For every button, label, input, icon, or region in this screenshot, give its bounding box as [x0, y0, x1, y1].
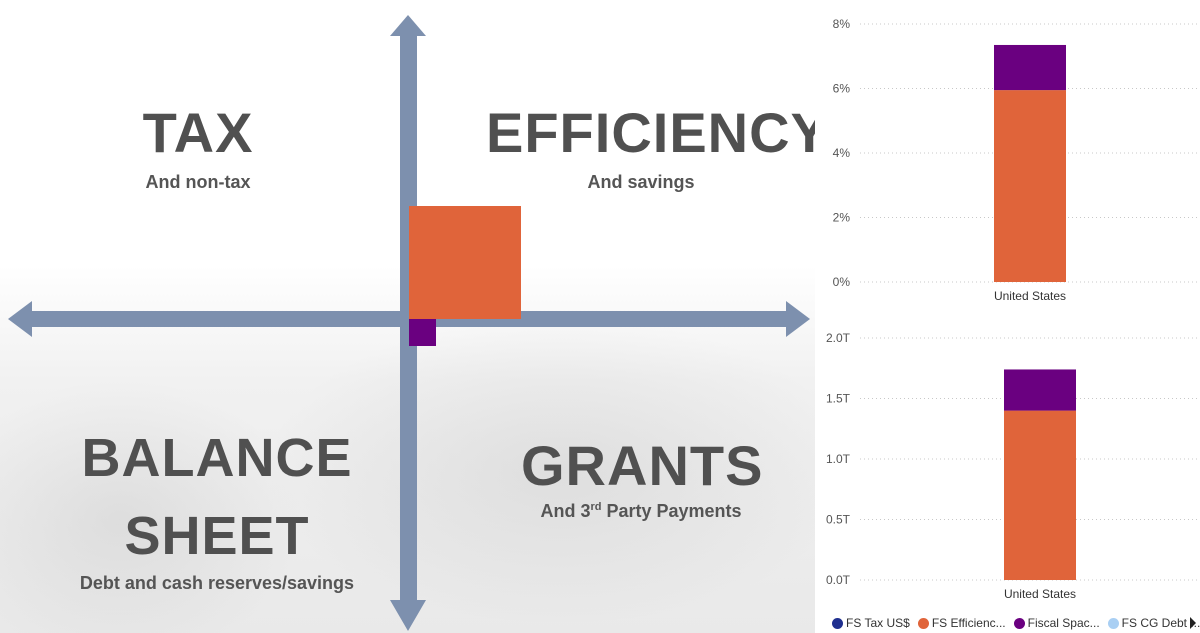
bar-segment[interactable] [994, 44, 1066, 91]
legend-label: FS Tax US$ [846, 616, 910, 630]
bar-segment[interactable] [1004, 369, 1076, 411]
legend-item[interactable]: FS Efficienc... [917, 616, 1006, 630]
chart-panel: 0% 2% 4% 6% 8% United States 0.0T 0.5T 1.0T 1.5T 2… [815, 0, 1200, 633]
legend-dot-icon [1107, 617, 1119, 629]
efficiency-title: EFFICIENCY [486, 101, 815, 164]
legend-label: Fiscal Spac... [1027, 616, 1100, 630]
y-tick-label: 1.5T [826, 392, 851, 406]
legend-item[interactable]: FS Tax US$ [832, 616, 910, 630]
tax-subtitle: And non-tax [145, 172, 251, 192]
grants-subtitle-sup: rd [590, 501, 602, 513]
fiscal-space-quadrant: TAX And non-tax EFFICIENCY And savings B… [0, 0, 815, 633]
chart-legend: FS Tax US$ FS Efficienc... Fiscal Spac... F… [832, 614, 1200, 632]
y-tick-label: 0.5T [826, 513, 851, 527]
bar-segment[interactable] [1004, 410, 1076, 580]
balance-subtitle: Debt and cash reserves/savings [79, 573, 355, 593]
y-tick-label: 4% [833, 146, 851, 160]
y-tick-label: 0% [833, 275, 851, 289]
y-tick-label: 8% [833, 17, 851, 31]
charts-svg: 0% 2% 4% 6% 8% United States 0.0T 0.5T 1.0T 1.5T 2… [826, 17, 1200, 601]
y-tick-label: 1.0T [826, 452, 851, 466]
legend-dot-icon [832, 617, 843, 629]
balance-title-line2: SHEET [124, 506, 310, 566]
grants-subtitle: And 3rd Party Payments [511, 501, 771, 522]
fiscal-space-marker [409, 319, 436, 346]
legend-dot-icon [1013, 617, 1025, 629]
y-tick-label: 2.0T [826, 331, 851, 345]
tax-title: TAX [142, 101, 254, 164]
legend-label: FS Efficienc... [931, 616, 1006, 630]
legend-dot-icon [917, 617, 929, 629]
legend-item[interactable]: Fiscal Spac... [1013, 616, 1100, 630]
efficiency-marker [409, 206, 521, 319]
category-label: United States [994, 289, 1066, 303]
y-tick-label: 6% [833, 82, 851, 96]
balance-title-line1: BALANCE [81, 428, 353, 488]
grants-title: GRANTS [521, 434, 764, 497]
grants-subtitle-post: Party Payments [601, 501, 742, 521]
quadrant-axes [8, 15, 810, 631]
y-tick-label: 2% [833, 211, 851, 225]
legend-item[interactable]: FS CG Debt ... [1107, 616, 1200, 630]
efficiency-subtitle: And savings [587, 172, 695, 192]
category-label: United States [1004, 587, 1076, 601]
legend-label: FS CG Debt ... [1121, 616, 1200, 630]
grants-subtitle-pre: And 3 [540, 501, 591, 521]
legend-next-icon[interactable] [1190, 617, 1196, 629]
bar-segment[interactable] [994, 90, 1066, 282]
y-tick-label: 0.0T [826, 573, 851, 587]
